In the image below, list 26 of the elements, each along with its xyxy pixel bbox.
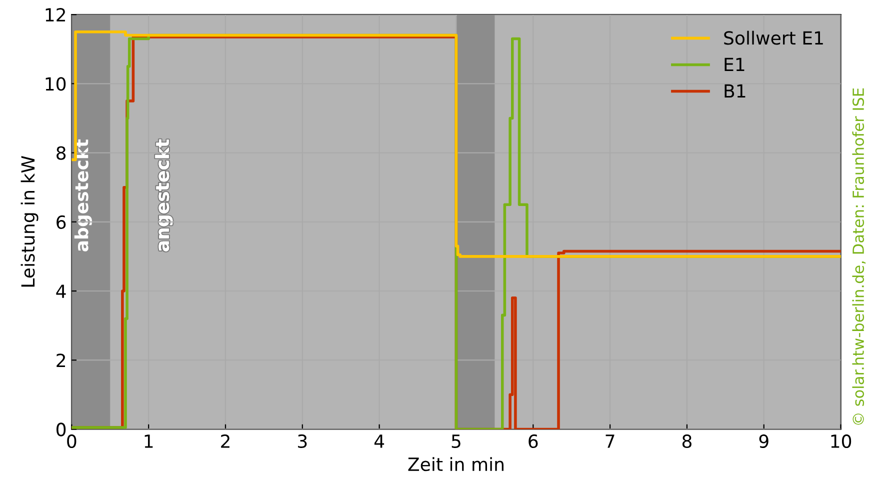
text: © solar.htw-berlin.de, Daten: Fraunhofer ISE bbox=[852, 88, 866, 425]
band-label: abgesteckt bbox=[74, 139, 92, 252]
y-tick-label: 8 bbox=[56, 146, 66, 160]
annotation: angesteckt bbox=[155, 139, 173, 252]
x-axis-title: Zeit in min bbox=[408, 457, 504, 472]
legend-label: Sollwert E1 bbox=[724, 30, 823, 45]
x-tick-label: 0 bbox=[67, 434, 76, 448]
x-tick-label: 9 bbox=[759, 434, 768, 448]
x-tick-label: 1 bbox=[144, 434, 153, 448]
y-tick-label: 6 bbox=[56, 215, 66, 230]
y-tick-label: 12 bbox=[46, 8, 65, 22]
y-tick-label: 2 bbox=[56, 354, 65, 367]
y-tick-label: 0 bbox=[56, 422, 66, 436]
y-tick-label: 4 bbox=[56, 284, 66, 298]
x-tick-label: 2 bbox=[221, 434, 230, 448]
x-tick-label: 7 bbox=[606, 434, 614, 448]
legend-label: B1 bbox=[724, 84, 746, 98]
x-tick-label: 6 bbox=[528, 434, 538, 448]
x-tick-label: 4 bbox=[374, 434, 384, 448]
x-tick-label: 8 bbox=[682, 434, 692, 448]
x-tick-label: 3 bbox=[298, 434, 307, 448]
y-tick-label: 10 bbox=[46, 77, 66, 91]
x-tick-label: 10 bbox=[831, 434, 852, 448]
x-tick-label: 5 bbox=[452, 434, 460, 448]
y-axis-title: Leistung in kW bbox=[20, 156, 38, 287]
legend-label: E1 bbox=[724, 58, 744, 72]
